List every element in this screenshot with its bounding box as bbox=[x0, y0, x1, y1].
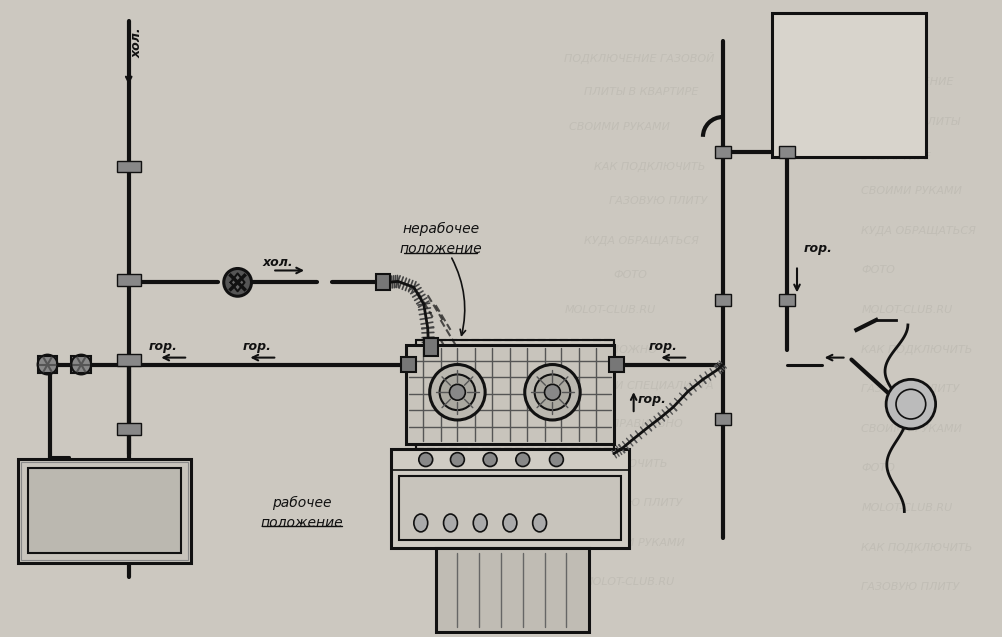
Circle shape bbox=[450, 453, 464, 466]
Bar bbox=[714, 294, 729, 306]
Text: ГДЕ МОЖНО: ГДЕ МОЖНО bbox=[583, 345, 656, 355]
Circle shape bbox=[483, 453, 497, 466]
Circle shape bbox=[223, 269, 252, 296]
Bar bbox=[399, 476, 620, 540]
Circle shape bbox=[429, 364, 485, 420]
Ellipse shape bbox=[414, 514, 427, 532]
Text: ФОТО: ФОТО bbox=[861, 266, 895, 275]
Text: СВОИМИ РУКАМИ: СВОИМИ РУКАМИ bbox=[583, 538, 684, 548]
Text: ГАЗОВОЙ ПЛИТЫ: ГАЗОВОЙ ПЛИТЫ bbox=[861, 117, 959, 127]
Bar bbox=[38, 355, 57, 373]
Text: MOLOT-CLUB.RU: MOLOT-CLUB.RU bbox=[861, 305, 952, 315]
Text: ГАЗОВУЮ ПЛИТУ: ГАЗОВУЮ ПЛИТУ bbox=[608, 196, 706, 206]
Circle shape bbox=[534, 375, 570, 410]
Ellipse shape bbox=[443, 514, 457, 532]
Bar bbox=[435, 548, 588, 632]
Bar bbox=[714, 413, 729, 425]
Text: ПОДКЛЮЧИТЬ: ПОДКЛЮЧИТЬ bbox=[583, 459, 668, 469]
Text: хол.: хол. bbox=[130, 27, 143, 58]
Text: ФОТО: ФОТО bbox=[613, 271, 647, 280]
Text: нерабочее: нерабочее bbox=[402, 222, 479, 236]
Bar bbox=[71, 355, 91, 373]
Bar bbox=[18, 459, 191, 562]
Text: КАК ПОДКЛЮЧИТЬ: КАК ПОДКЛЮЧИТЬ bbox=[861, 345, 972, 355]
Bar bbox=[391, 448, 628, 548]
Text: MOLOT-CLUB.RU: MOLOT-CLUB.RU bbox=[583, 577, 674, 587]
Circle shape bbox=[544, 384, 560, 400]
Circle shape bbox=[439, 375, 475, 410]
Text: ПОДКЛЮЧЕНИЕ: ПОДКЛЮЧЕНИЕ bbox=[861, 77, 953, 87]
Polygon shape bbox=[230, 273, 244, 291]
Text: ГАЗОВУЮ ПЛИТУ: ГАЗОВУЮ ПЛИТУ bbox=[583, 498, 681, 508]
Circle shape bbox=[549, 453, 563, 466]
Text: ФОТО: ФОТО bbox=[861, 464, 895, 473]
Bar bbox=[423, 338, 437, 355]
Bar bbox=[116, 354, 140, 366]
Text: положение: положение bbox=[399, 241, 481, 255]
Circle shape bbox=[515, 453, 529, 466]
Text: ГАЗОВУЮ ПЛИТУ: ГАЗОВУЮ ПЛИТУ bbox=[861, 384, 959, 394]
Text: гор.: гор. bbox=[242, 340, 272, 354]
Text: СВОИМИ РУКАМИ: СВОИМИ РУКАМИ bbox=[569, 122, 669, 132]
Bar bbox=[28, 468, 181, 553]
Bar bbox=[376, 275, 390, 290]
Text: MOLOT-CLUB.RU: MOLOT-CLUB.RU bbox=[564, 305, 655, 315]
Text: КУДА ОБРАЩАТЬСЯ: КУДА ОБРАЩАТЬСЯ bbox=[583, 236, 698, 246]
Text: рабочее: рабочее bbox=[272, 496, 332, 510]
Text: СВОИМИ РУКАМИ: СВОИМИ РУКАМИ bbox=[861, 424, 961, 434]
Text: СВОИМИ РУКАМИ: СВОИМИ РУКАМИ bbox=[861, 186, 961, 196]
Text: ПОДКЛЮЧЕНИЕ ГАЗОВОЙ: ПОДКЛЮЧЕНИЕ ГАЗОВОЙ bbox=[564, 52, 714, 64]
Bar bbox=[116, 275, 140, 286]
Text: MOLOT-CLUB.RU: MOLOT-CLUB.RU bbox=[861, 503, 952, 513]
Bar bbox=[401, 357, 416, 373]
Text: ГАЗОВУЮ ПЛИТУ: ГАЗОВУЮ ПЛИТУ bbox=[861, 582, 959, 592]
Bar bbox=[116, 423, 140, 435]
Text: КАК ПОДКЛЮЧИТЬ: КАК ПОДКЛЮЧИТЬ bbox=[593, 162, 704, 171]
Bar bbox=[608, 357, 623, 373]
Text: КУДА ОБРАЩАТЬСЯ: КУДА ОБРАЩАТЬСЯ bbox=[861, 226, 975, 236]
Ellipse shape bbox=[532, 514, 546, 532]
Ellipse shape bbox=[473, 514, 487, 532]
Text: гор.: гор. bbox=[804, 242, 832, 255]
Bar bbox=[772, 13, 925, 157]
Text: ПЛИТЫ В КВАРТИРЕ: ПЛИТЫ В КВАРТИРЕ bbox=[583, 87, 697, 97]
Bar bbox=[779, 294, 795, 306]
Bar bbox=[116, 161, 140, 173]
Bar bbox=[21, 462, 188, 559]
Text: НАЙТИ СПЕЦИАЛИСТА: НАЙТИ СПЕЦИАЛИСТА bbox=[583, 378, 713, 390]
Circle shape bbox=[524, 364, 579, 420]
Text: хол.: хол. bbox=[263, 256, 293, 269]
Ellipse shape bbox=[502, 514, 516, 532]
Text: гор.: гор. bbox=[648, 340, 677, 354]
Text: гор.: гор. bbox=[148, 340, 177, 354]
Bar bbox=[416, 340, 613, 448]
Text: В КВАРТИРЕ: В КВАРТИРЕ bbox=[861, 152, 930, 162]
Bar bbox=[714, 146, 729, 157]
Text: гор.: гор. bbox=[637, 392, 665, 406]
Text: КАК ПРАВИЛЬНО: КАК ПРАВИЛЬНО bbox=[583, 419, 682, 429]
Circle shape bbox=[449, 384, 465, 400]
Circle shape bbox=[419, 453, 432, 466]
Text: КАК ПОДКЛЮЧИТЬ: КАК ПОДКЛЮЧИТЬ bbox=[861, 543, 972, 553]
Bar bbox=[416, 340, 613, 448]
Bar bbox=[406, 345, 613, 444]
Bar bbox=[779, 146, 795, 157]
Circle shape bbox=[885, 380, 935, 429]
Text: положение: положение bbox=[261, 516, 343, 530]
